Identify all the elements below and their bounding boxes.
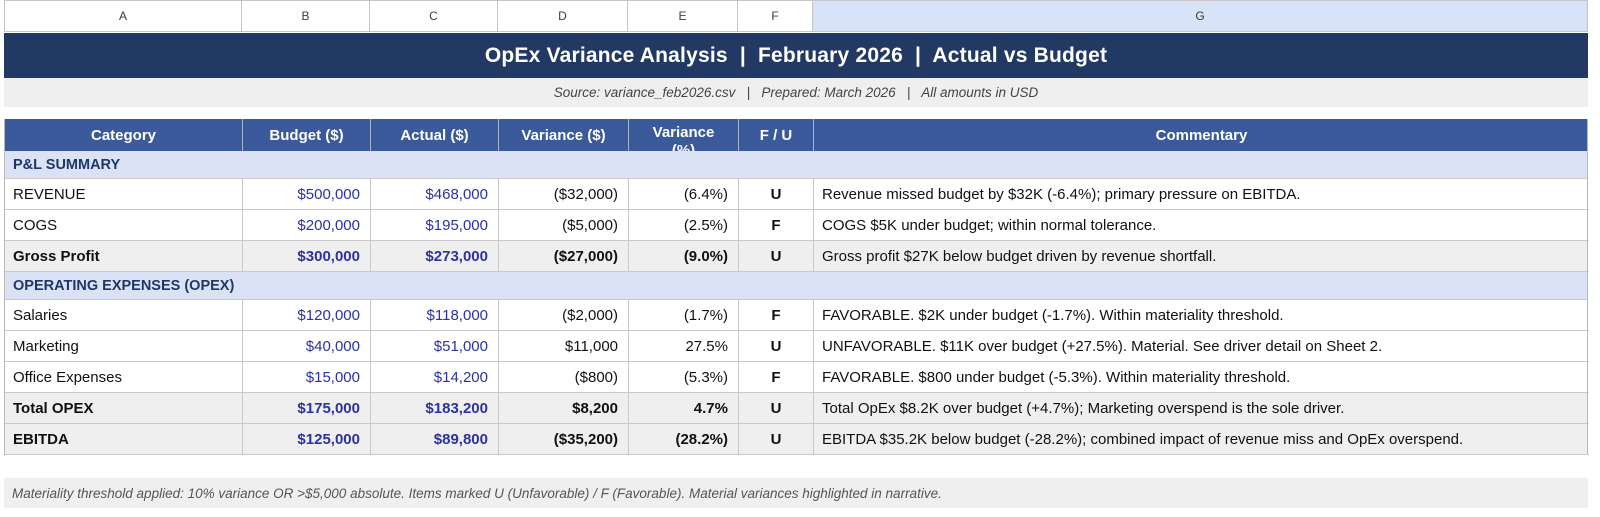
page-title: OpEx Variance Analysis | February 2026 |… (484, 43, 1108, 67)
cell-actual[interactable]: $89,800 (371, 424, 499, 455)
cell-actual[interactable]: $183,200 (371, 393, 499, 424)
cell-commentary[interactable]: EBITDA $35.2K below budget (-28.2%); com… (814, 424, 1589, 455)
cell-variance-pct[interactable]: (5.3%) (629, 362, 739, 393)
cell-actual[interactable]: $51,000 (371, 331, 499, 362)
cell-category[interactable]: REVENUE (5, 179, 243, 210)
table-row-total-opex: Total OPEX $175,000 $183,200 $8,200 4.7%… (5, 393, 1589, 424)
materiality-note: Materiality threshold applied: 10% varia… (12, 485, 942, 501)
cell-category[interactable]: Marketing (5, 331, 243, 362)
column-header-e[interactable]: E (628, 0, 738, 32)
cell-budget[interactable]: $500,000 (243, 179, 371, 210)
column-letter-row: A B C D E F G (4, 0, 1588, 32)
cell-commentary[interactable]: COGS $5K under budget; within normal tol… (814, 210, 1589, 241)
cell-variance-pct[interactable]: 4.7% (629, 393, 739, 424)
source-note-cell[interactable]: Source: variance_feb2026.csv | Prepared:… (4, 78, 1588, 107)
cell-budget[interactable]: $15,000 (243, 362, 371, 393)
cell-variance-pct[interactable]: (9.0%) (629, 241, 739, 272)
cell-budget[interactable]: $40,000 (243, 331, 371, 362)
column-header-c[interactable]: C (370, 0, 498, 32)
cell-variance[interactable]: ($27,000) (499, 241, 629, 272)
cell-category[interactable]: Office Expenses (5, 362, 243, 393)
cell-budget[interactable]: $300,000 (243, 241, 371, 272)
cell-variance-pct[interactable]: 27.5% (629, 331, 739, 362)
variance-table: Category Budget ($) Actual ($) Variance … (4, 119, 1589, 455)
cell-actual[interactable]: $195,000 (371, 210, 499, 241)
cell-commentary[interactable]: Total OpEx $8.2K over budget (+4.7%); Ma… (814, 393, 1589, 424)
cell-fu-flag[interactable]: F (739, 362, 814, 393)
column-header-a[interactable]: A (4, 0, 242, 32)
cell-actual[interactable]: $14,200 (371, 362, 499, 393)
table-row-gross-profit: Gross Profit $300,000 $273,000 ($27,000)… (5, 241, 1589, 272)
header-favorable-unfavorable[interactable]: F / U (739, 119, 814, 151)
cell-commentary[interactable]: Gross profit $27K below budget driven by… (814, 241, 1589, 272)
cell-fu-flag[interactable]: U (739, 331, 814, 362)
cell-category[interactable]: Total OPEX (5, 393, 243, 424)
section-row-pnl-summary[interactable]: P&L SUMMARY (5, 151, 1587, 179)
cell-variance[interactable]: ($35,200) (499, 424, 629, 455)
table-row-ebitda: EBITDA $125,000 $89,800 ($35,200) (28.2%… (5, 424, 1589, 455)
header-variance-percent[interactable]: Variance (%) (629, 119, 739, 151)
cell-fu-flag[interactable]: U (739, 179, 814, 210)
table-row-marketing: Marketing $40,000 $51,000 $11,000 27.5% … (5, 331, 1589, 362)
cell-actual[interactable]: $273,000 (371, 241, 499, 272)
cell-category[interactable]: EBITDA (5, 424, 243, 455)
header-actual[interactable]: Actual ($) (371, 119, 499, 151)
cell-variance-pct[interactable]: (28.2%) (629, 424, 739, 455)
cell-budget[interactable]: $120,000 (243, 300, 371, 331)
cell-budget[interactable]: $125,000 (243, 424, 371, 455)
column-header-f[interactable]: F (738, 0, 813, 32)
cell-fu-flag[interactable]: U (739, 241, 814, 272)
cell-budget[interactable]: $200,000 (243, 210, 371, 241)
cell-variance[interactable]: $8,200 (499, 393, 629, 424)
table-row-cogs: COGS $200,000 $195,000 ($5,000) (2.5%) F… (5, 210, 1589, 241)
header-budget[interactable]: Budget ($) (243, 119, 371, 151)
cell-category[interactable]: COGS (5, 210, 243, 241)
table-row-revenue: REVENUE $500,000 $468,000 ($32,000) (6.4… (5, 179, 1589, 210)
title-banner-cell[interactable]: OpEx Variance Analysis | February 2026 |… (4, 33, 1588, 78)
cell-variance[interactable]: ($5,000) (499, 210, 629, 241)
cell-category[interactable]: Gross Profit (5, 241, 243, 272)
cell-fu-flag[interactable]: F (739, 300, 814, 331)
cell-variance-pct[interactable]: (1.7%) (629, 300, 739, 331)
cell-variance[interactable]: ($32,000) (499, 179, 629, 210)
cell-variance[interactable]: ($800) (499, 362, 629, 393)
column-header-d[interactable]: D (498, 0, 628, 32)
cell-fu-flag[interactable]: U (739, 393, 814, 424)
cell-budget[interactable]: $175,000 (243, 393, 371, 424)
materiality-note-cell[interactable]: Materiality threshold applied: 10% varia… (4, 478, 1588, 508)
cell-actual[interactable]: $118,000 (371, 300, 499, 331)
column-header-b[interactable]: B (242, 0, 370, 32)
cell-commentary[interactable]: FAVORABLE. $2K under budget (-1.7%). Wit… (814, 300, 1589, 331)
spacer-row (4, 455, 1588, 478)
header-category[interactable]: Category (5, 119, 243, 151)
table-row-office-expenses: Office Expenses $15,000 $14,200 ($800) (… (5, 362, 1589, 393)
table-row-salaries: Salaries $120,000 $118,000 ($2,000) (1.7… (5, 300, 1589, 331)
section-row-opex[interactable]: OPERATING EXPENSES (OPEX) (5, 272, 1587, 300)
cell-commentary[interactable]: FAVORABLE. $800 under budget (-5.3%). Wi… (814, 362, 1589, 393)
cell-variance-pct[interactable]: (6.4%) (629, 179, 739, 210)
cell-actual[interactable]: $468,000 (371, 179, 499, 210)
column-header-g[interactable]: G (813, 0, 1588, 32)
cell-commentary[interactable]: Revenue missed budget by $32K (-6.4%); p… (814, 179, 1589, 210)
table-header-row: Category Budget ($) Actual ($) Variance … (5, 119, 1587, 151)
header-commentary[interactable]: Commentary (1155, 126, 1248, 144)
cell-variance[interactable]: ($2,000) (499, 300, 629, 331)
cell-commentary[interactable]: UNFAVORABLE. $11K over budget (+27.5%). … (814, 331, 1589, 362)
cell-variance-pct[interactable]: (2.5%) (629, 210, 739, 241)
cell-fu-flag[interactable]: F (739, 210, 814, 241)
cell-variance[interactable]: $11,000 (499, 331, 629, 362)
cell-fu-flag[interactable]: U (739, 424, 814, 455)
cell-category[interactable]: Salaries (5, 300, 243, 331)
header-variance-dollars[interactable]: Variance ($) (499, 119, 629, 151)
source-note: Source: variance_feb2026.csv | Prepared:… (553, 85, 1039, 100)
